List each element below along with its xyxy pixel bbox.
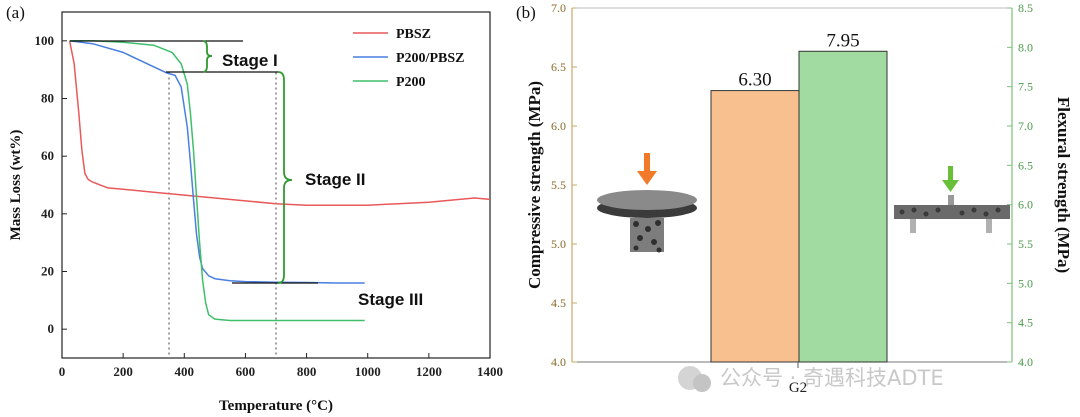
compressive-tick-label: 5.0 bbox=[551, 237, 566, 251]
compressive-value-label: 6.30 bbox=[738, 70, 771, 91]
tga-axis-ticks: 0 200 400 600 800 1000 1200 1400 0 20 40 60 80 100 bbox=[35, 33, 504, 379]
stage-i-label: Stage I bbox=[222, 51, 278, 70]
strength-chart: (b) 4.0 4.5 5.0 5.5 6.0 6.5 7.0 4.0 4.5 5.0 5.5 6.0… bbox=[516, 1, 1073, 396]
flexural-tick-label: 6.5 bbox=[1018, 158, 1033, 172]
tga-line-p200-pbsz bbox=[69, 40, 365, 284]
tga-x-tick-label: 1200 bbox=[416, 364, 442, 379]
flexural-tick-label: 7.5 bbox=[1018, 80, 1033, 94]
legend-label-p200: P200 bbox=[396, 75, 426, 90]
stage-iii-label: Stage III bbox=[358, 290, 423, 309]
compressive-tick-label: 5.5 bbox=[551, 178, 566, 192]
wechat-icon-small-bubble bbox=[693, 374, 711, 392]
compressive-tick-label: 4.0 bbox=[551, 355, 566, 369]
stage-markers bbox=[70, 40, 318, 284]
flexural-tick-label: 5.0 bbox=[1018, 276, 1033, 290]
porous-sample bbox=[630, 218, 664, 253]
category-label-g2: G2 bbox=[789, 380, 807, 396]
panel-b-label: (b) bbox=[516, 3, 536, 22]
flexural-arrow-head bbox=[942, 180, 959, 192]
tga-y-tick-label: 40 bbox=[41, 206, 54, 221]
compressive-tick-label: 6.5 bbox=[551, 60, 566, 74]
flexural-tick-label: 7.0 bbox=[1018, 119, 1033, 133]
flexural-value-label: 7.95 bbox=[826, 30, 859, 51]
flexural-beam bbox=[894, 205, 1010, 219]
tga-x-tick-label: 400 bbox=[175, 364, 195, 379]
flexural-arrow-shaft bbox=[948, 166, 953, 182]
tga-chart: (a) 0 200 400 600 800 1000 1200 1400 0 20 40 60 80 10… bbox=[6, 3, 503, 414]
compressive-strength-bar bbox=[710, 90, 800, 363]
stage-ii-bracket bbox=[277, 71, 293, 284]
legend-label-p200-pbsz: P200/PBSZ bbox=[396, 51, 464, 66]
flexural-tick-label: 5.5 bbox=[1018, 237, 1033, 251]
compression-test-illustration bbox=[597, 153, 697, 253]
stage-i-bracket bbox=[202, 40, 213, 73]
beam-pores bbox=[899, 207, 1001, 217]
stage-ii-label: Stage II bbox=[305, 170, 365, 189]
tga-line-p200 bbox=[69, 40, 365, 322]
flexural-tick-label: 8.5 bbox=[1018, 1, 1033, 15]
tga-legend: PBSZ P200/PBSZ P200 bbox=[353, 27, 464, 90]
watermark: 公众号 · 奇遇科技ADTE bbox=[678, 366, 944, 392]
compressive-tick-label: 6.0 bbox=[551, 119, 566, 133]
tga-x-tick-label: 0 bbox=[59, 364, 66, 379]
tga-y-tick-label: 20 bbox=[41, 264, 54, 279]
compression-arrow-head bbox=[637, 171, 657, 185]
compressive-axis-label: Compressive strength (MPa) bbox=[525, 81, 544, 289]
tga-x-tick-label: 600 bbox=[236, 364, 256, 379]
tga-x-tick-label: 800 bbox=[297, 364, 317, 379]
legend-label-pbsz: PBSZ bbox=[396, 27, 431, 42]
panel-a-label: (a) bbox=[6, 3, 25, 22]
stage-brackets bbox=[202, 40, 293, 284]
flexural-support-left bbox=[910, 219, 916, 233]
compressive-tick-label: 7.0 bbox=[551, 1, 566, 15]
tga-x-tick-label: 200 bbox=[113, 364, 133, 379]
tga-x-tick-label: 1000 bbox=[355, 364, 381, 379]
strength-axis-ticks: 4.0 4.5 5.0 5.5 6.0 6.5 7.0 4.0 4.5 5.0 5.5 6.0 6.5 7… bbox=[551, 1, 1033, 369]
flexural-test-illustration bbox=[894, 166, 1010, 233]
tga-x-tick-label: 1400 bbox=[477, 364, 503, 379]
tga-y-axis-label: Mass Loss (wt%) bbox=[8, 130, 24, 241]
flexural-tick-label: 4.0 bbox=[1018, 355, 1033, 369]
flexural-tick-label: 8.0 bbox=[1018, 40, 1033, 54]
tga-y-tick-label: 80 bbox=[41, 91, 54, 106]
flexural-load-pin bbox=[948, 195, 954, 205]
compressive-tick-label: 4.5 bbox=[551, 296, 566, 310]
compression-plate-top bbox=[597, 190, 697, 210]
tga-x-axis-label: Temperature (°C) bbox=[219, 398, 333, 414]
strength-bars: 6.30 7.95 bbox=[710, 30, 888, 363]
tga-y-tick-label: 60 bbox=[41, 148, 54, 163]
compression-arrow-shaft bbox=[644, 153, 650, 173]
flexural-support-right bbox=[986, 219, 992, 233]
flexural-tick-label: 6.0 bbox=[1018, 198, 1033, 212]
flexural-tick-label: 4.5 bbox=[1018, 316, 1033, 330]
tga-line-pbsz bbox=[68, 40, 491, 206]
tga-series-lines bbox=[68, 40, 491, 322]
tga-y-tick-label: 0 bbox=[48, 321, 55, 336]
tga-y-tick-label: 100 bbox=[35, 33, 55, 48]
watermark-text: 公众号 · 奇遇科技ADTE bbox=[720, 366, 944, 390]
flexural-strength-bar bbox=[798, 50, 888, 363]
flexural-axis-label: Flexural strength (MPa) bbox=[1054, 97, 1073, 273]
